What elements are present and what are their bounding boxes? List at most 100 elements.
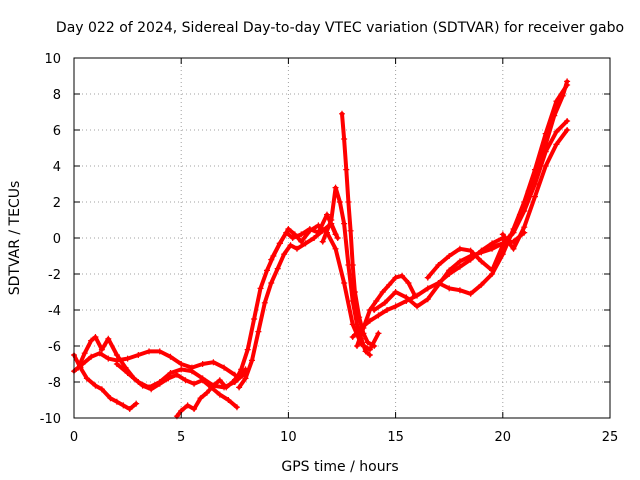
data-point xyxy=(334,235,341,241)
data-point xyxy=(564,78,571,85)
data-point xyxy=(124,355,131,362)
data-point xyxy=(287,242,294,249)
data-point xyxy=(146,348,153,355)
data-point xyxy=(98,386,105,393)
data-point xyxy=(456,263,463,270)
data-point xyxy=(373,298,380,304)
data-point xyxy=(499,231,506,238)
data-point xyxy=(98,346,105,353)
data-point xyxy=(81,350,88,357)
data-point xyxy=(236,384,243,391)
data-point xyxy=(199,361,206,367)
series-trace-17 xyxy=(499,127,571,252)
series-trace-3 xyxy=(75,334,240,411)
data-point xyxy=(339,110,345,117)
data-point xyxy=(435,262,442,268)
data-point xyxy=(521,224,528,231)
x-tick-label: 10 xyxy=(280,430,297,445)
y-tick-label: 0 xyxy=(53,232,61,247)
series-line xyxy=(425,119,570,280)
data-point xyxy=(332,184,339,191)
data-point xyxy=(424,285,431,292)
data-point xyxy=(403,294,410,301)
series-trace-7 xyxy=(236,220,341,391)
data-point xyxy=(499,240,506,247)
data-point xyxy=(366,317,373,324)
data-point xyxy=(542,141,549,148)
data-point xyxy=(75,364,82,371)
x-tick-label: 15 xyxy=(387,430,404,445)
data-point xyxy=(510,245,517,252)
data-point xyxy=(238,366,245,373)
data-point xyxy=(366,352,373,358)
data-point xyxy=(366,346,373,353)
data-point xyxy=(424,274,431,281)
data-point xyxy=(356,314,363,321)
data-point xyxy=(446,285,453,292)
data-point xyxy=(107,395,114,402)
data-point xyxy=(293,245,300,252)
data-point xyxy=(233,404,240,411)
x-tick-label: 20 xyxy=(495,430,512,445)
data-point xyxy=(298,231,305,238)
x-tick-label: 25 xyxy=(602,430,619,445)
data-point xyxy=(478,281,485,288)
data-point xyxy=(182,377,189,384)
data-point xyxy=(564,127,571,133)
data-point xyxy=(358,325,365,331)
series-line xyxy=(72,353,139,411)
y-tick-label: -4 xyxy=(48,304,61,319)
data-point xyxy=(345,199,352,205)
data-point xyxy=(178,366,185,373)
data-point xyxy=(225,397,232,403)
data-point xyxy=(542,163,549,169)
data-point xyxy=(386,281,393,288)
data-point xyxy=(167,370,174,376)
data-point xyxy=(354,343,361,349)
data-point xyxy=(255,328,262,335)
data-point xyxy=(311,235,318,241)
y-tick-label: -6 xyxy=(48,340,61,355)
data-point xyxy=(349,262,356,268)
data-point xyxy=(268,280,275,286)
data-point xyxy=(351,289,358,295)
data-point xyxy=(248,357,255,364)
data-point xyxy=(199,375,206,382)
data-point xyxy=(553,128,560,135)
x-axis-title: GPS time / hours xyxy=(281,459,398,475)
data-point xyxy=(379,289,386,295)
data-point xyxy=(96,350,103,357)
data-point xyxy=(156,348,163,355)
data-point xyxy=(323,211,330,218)
data-point xyxy=(392,274,399,281)
series-line xyxy=(355,273,417,348)
data-point xyxy=(362,348,369,355)
data-point xyxy=(263,267,270,274)
data-point xyxy=(341,220,348,227)
data-point xyxy=(319,238,326,245)
data-point xyxy=(516,211,523,218)
data-point xyxy=(551,112,558,119)
data-point xyxy=(92,382,99,389)
data-point xyxy=(343,166,350,173)
y-axis-title: SDTVAR / TECUs xyxy=(7,181,23,296)
data-point xyxy=(221,364,228,371)
data-point xyxy=(399,272,406,279)
data-point xyxy=(105,335,112,342)
axes: 0 5 10 15 20 25 -10 -8 -6 -4 -2 0 2 4 6 8 10 xyxy=(40,52,619,445)
data-point xyxy=(210,382,217,389)
data-point xyxy=(302,240,309,247)
data-point xyxy=(456,258,463,265)
data-point xyxy=(156,379,163,385)
data-point xyxy=(559,92,566,99)
data-point xyxy=(478,249,485,256)
y-tick-label: -8 xyxy=(48,376,61,391)
data-point xyxy=(178,361,185,367)
data-point xyxy=(349,334,356,340)
data-point xyxy=(446,253,453,259)
data-point xyxy=(223,384,230,391)
data-point xyxy=(92,334,99,340)
data-point xyxy=(146,384,153,391)
data-plot xyxy=(71,78,571,420)
data-point xyxy=(113,398,120,405)
